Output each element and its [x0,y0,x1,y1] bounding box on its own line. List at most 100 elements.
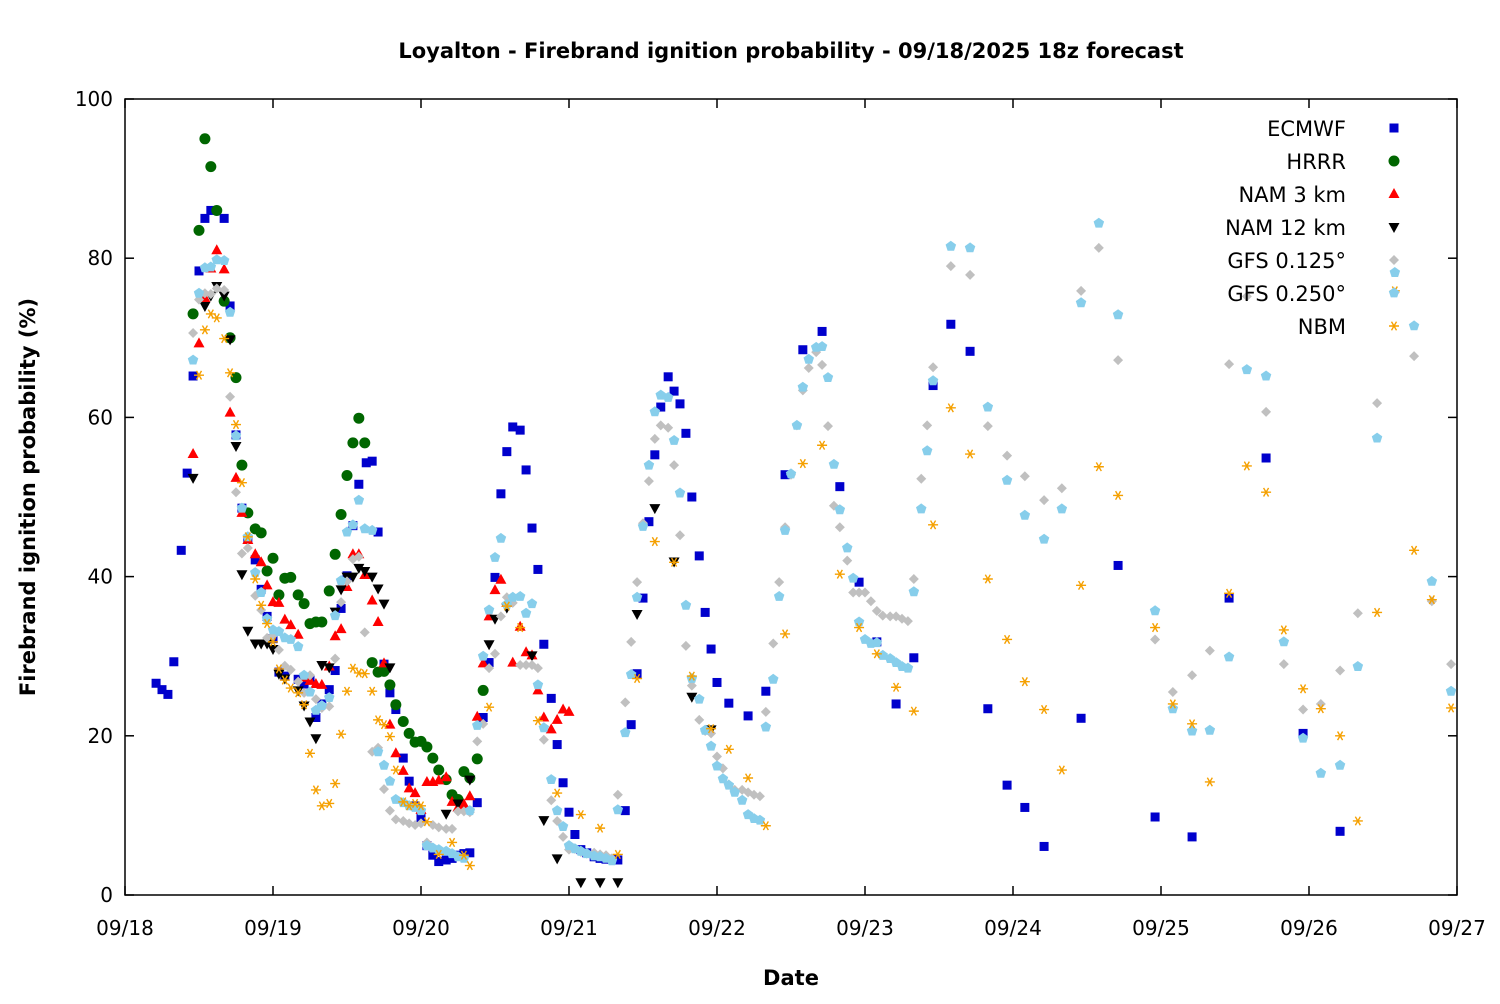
data-point [1315,704,1326,714]
data-point [373,527,383,537]
data-point [1409,545,1420,555]
data-point [477,684,489,696]
data-point [484,658,494,668]
data-point [780,629,791,639]
data-point [1241,291,1252,302]
data-point [353,551,364,562]
data-point [390,814,401,825]
data-point [854,622,865,633]
data-point [353,412,365,424]
data-point [669,557,680,567]
data-point [649,536,660,547]
data-point [330,666,340,676]
data-point [1445,685,1457,696]
x-axis-label: Date [763,966,819,990]
data-point [638,593,648,603]
data-point [231,419,241,430]
data-point [928,381,938,391]
series-gfs-0-250 [187,217,1457,866]
data-point [416,813,426,823]
data-point [336,603,346,613]
data-point [285,634,296,644]
data-point [403,782,415,793]
data-point [1076,285,1087,296]
data-point [1261,487,1272,497]
data-point [324,692,335,702]
data-point [496,489,506,499]
data-point [224,306,236,317]
data-point [532,684,544,695]
data-point [495,573,507,584]
data-point [669,386,679,396]
data-point [1315,767,1327,778]
data-point [552,740,562,750]
data-point [236,478,247,488]
data-point [273,589,285,601]
data-point [760,821,771,831]
data-point [774,577,785,588]
x-tick-label: 09/24 [984,916,1042,940]
plot-frame [124,98,1458,896]
data-point [433,822,444,833]
data-point [817,326,827,336]
data-point [649,433,660,444]
data-point [847,572,859,583]
data-point [822,372,834,382]
data-point [502,447,512,457]
data-point [743,773,754,783]
data-point [187,308,199,320]
data-point [1002,450,1013,461]
data-point [316,616,328,628]
data-point [415,805,427,816]
data-point [655,420,666,431]
data-point [515,622,526,633]
data-point [871,649,882,659]
data-point [236,548,247,559]
data-point [539,639,549,649]
data-point [218,255,230,265]
data-point [403,727,415,739]
legend-item-hrrr: HRRR [1286,150,1400,174]
data-point [706,644,716,654]
data-point [335,585,347,596]
data-point [1204,777,1215,787]
data-point [551,854,563,865]
data-point [236,570,248,581]
data-point [1334,759,1346,770]
data-point [1187,832,1197,842]
data-point [637,521,649,531]
legend-item-gfs-0-125: GFS 0.125° [1227,249,1399,273]
data-point [225,391,236,402]
data-point [1204,645,1215,656]
data-point [335,509,347,521]
series-nam-12-km [187,282,717,889]
data-point [211,244,223,255]
data-point [760,721,772,732]
data-point [1426,596,1437,607]
data-point [1278,659,1289,670]
data-point [242,532,253,542]
data-point [249,548,261,559]
data-point [1241,364,1253,375]
data-point [908,586,920,597]
chart-title: Loyalton - Firebrand ignition probabilit… [398,39,1183,63]
data-point [1113,560,1123,570]
data-point [687,492,697,502]
data-point [632,669,642,679]
data-point [458,798,470,809]
data-point [273,596,285,607]
data-point [612,789,623,800]
data-point [514,591,526,601]
data-point [854,577,864,587]
data-point [341,526,353,537]
data-point [908,573,919,584]
data-point [612,849,623,860]
data-point [1278,625,1289,635]
data-point [316,678,328,689]
data-point [285,664,296,675]
data-point [194,370,204,380]
data-point [1315,698,1326,709]
data-point [729,786,740,797]
data-point [1260,370,1272,381]
data-point [699,724,711,735]
